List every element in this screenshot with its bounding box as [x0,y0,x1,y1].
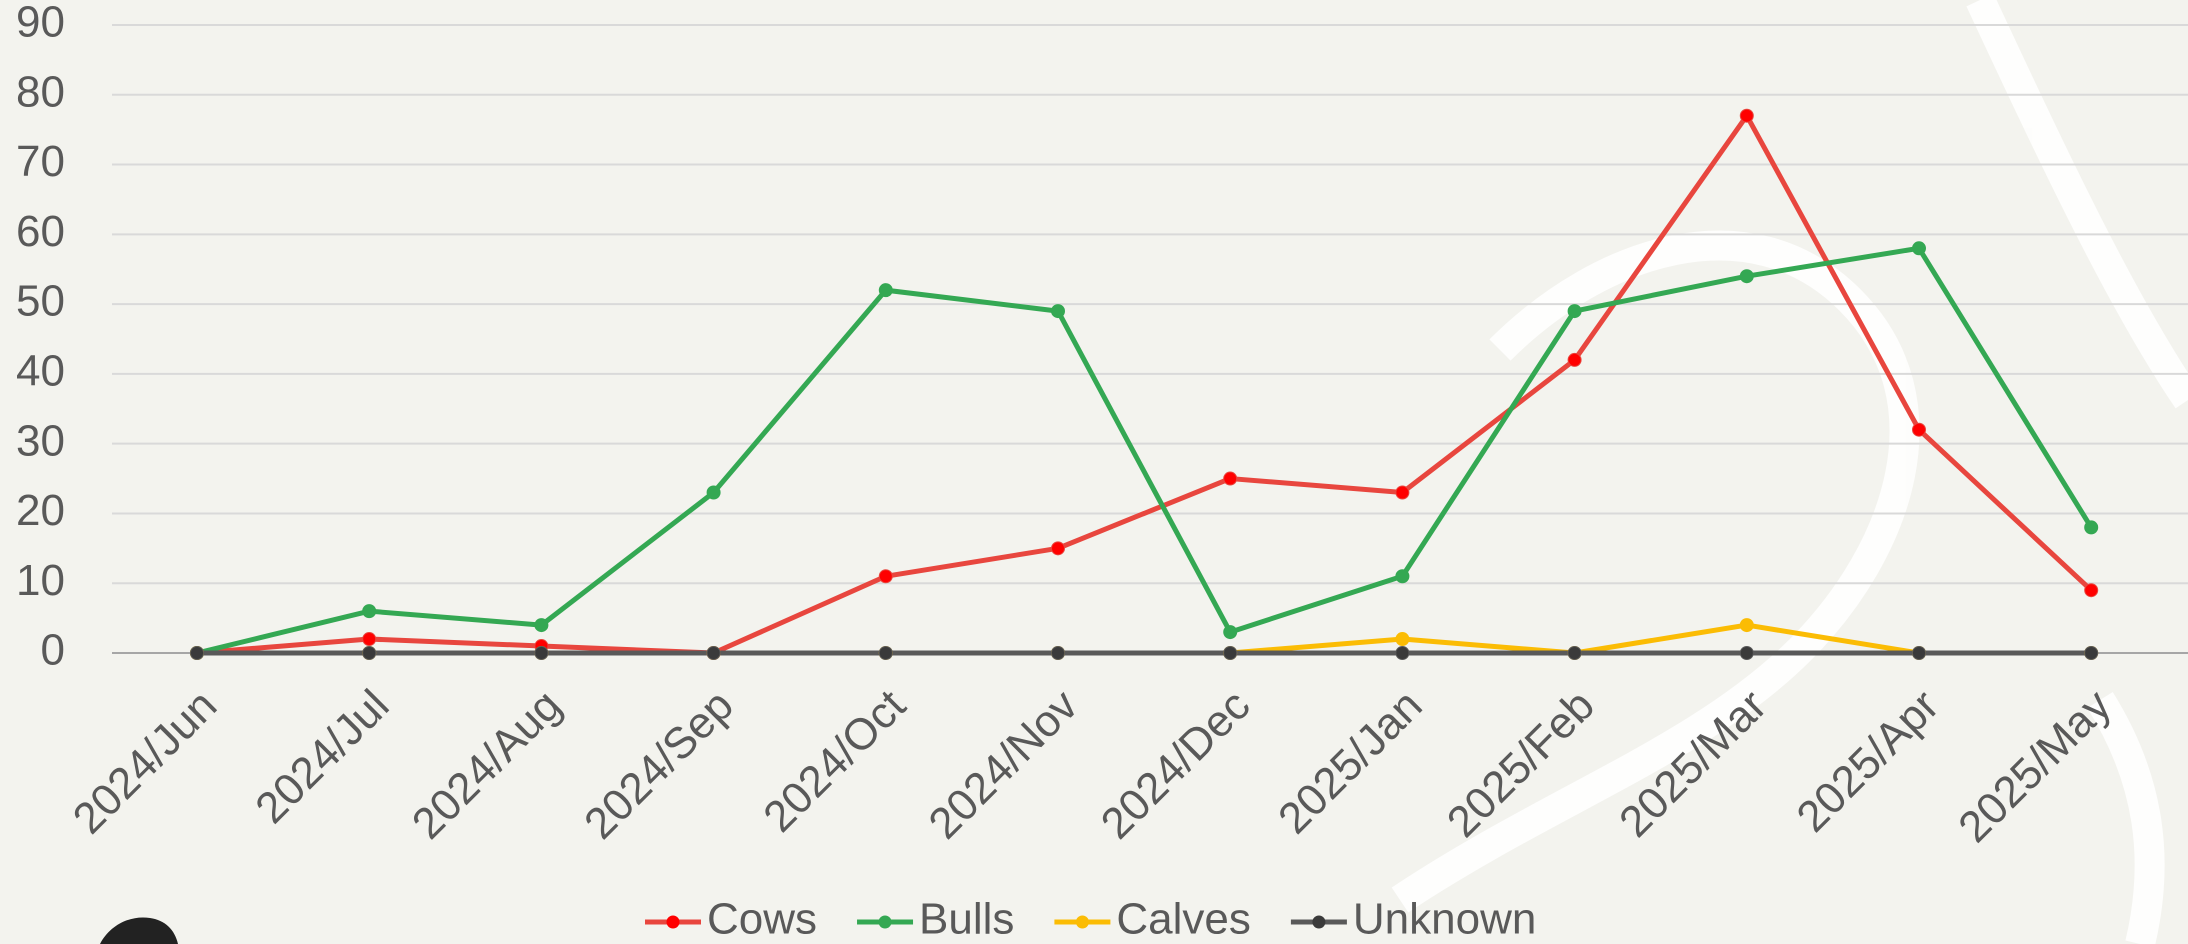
data-point [1913,423,1926,436]
data-point [707,647,720,660]
legend-label: Cows [707,895,817,944]
data-point [2085,647,2098,660]
x-tick-label: 2024/Sep [575,681,743,849]
data-point [1740,270,1753,283]
x-tick-label: 2025/May [1949,681,2120,852]
data-point [1913,242,1926,255]
data-point [1224,472,1237,485]
y-tick-label: 90 [16,0,65,47]
legend-marker [1076,916,1089,929]
x-tick-label: 2024/Oct [754,681,915,842]
data-point [879,570,892,583]
y-tick-label: 0 [41,626,65,675]
data-point [2085,584,2098,597]
corner-logo [100,917,178,944]
data-point [363,633,376,646]
data-point [1396,486,1409,499]
chart: 01020304050607080902024/Jun2024/Jul2024/… [0,0,2188,944]
x-tick-label: 2025/Jan [1269,681,1432,844]
y-tick-label: 60 [16,207,65,256]
data-point [1052,305,1065,318]
x-tick-label: 2024/Jul [246,681,398,833]
data-point [1568,353,1581,366]
data-point [879,284,892,297]
y-tick-label: 20 [16,486,65,535]
series-line [197,116,2091,653]
data-point [1740,619,1753,632]
data-point [535,647,548,660]
data-point [1396,647,1409,660]
legend-marker [667,916,680,929]
x-tick-label: 2025/Apr [1787,681,1948,842]
data-point [535,619,548,632]
x-tick-label: 2024/Dec [1092,681,1260,849]
legend-label: Calves [1116,895,1251,944]
data-point [1052,647,1065,660]
y-tick-label: 30 [16,416,65,465]
data-point [879,647,892,660]
data-point [363,605,376,618]
y-tick-label: 40 [16,347,65,396]
data-point [1224,626,1237,639]
y-tick-label: 10 [16,556,65,605]
legend-label: Unknown [1353,895,1536,944]
data-point [1396,570,1409,583]
data-point [191,647,204,660]
data-point [1913,647,1926,660]
data-point [1568,647,1581,660]
data-point [1224,647,1237,660]
legend-marker [1312,916,1325,929]
data-point [1396,633,1409,646]
y-tick-label: 50 [16,277,65,326]
data-point [1568,305,1581,318]
data-point [1740,109,1753,122]
y-tick-label: 80 [16,67,65,116]
legend-label: Bulls [919,895,1014,944]
data-point [1740,647,1753,660]
y-tick-label: 70 [16,137,65,186]
series-line [197,248,2091,653]
legend-marker [879,916,892,929]
data-point [2085,521,2098,534]
x-tick-label: 2024/Nov [919,681,1087,849]
data-point [1052,542,1065,555]
x-tick-label: 2024/Jun [64,681,227,844]
data-point [707,486,720,499]
x-tick-label: 2024/Aug [403,681,571,849]
data-point [363,647,376,660]
legend: Cows Bulls Calves Unknown [645,895,1536,944]
